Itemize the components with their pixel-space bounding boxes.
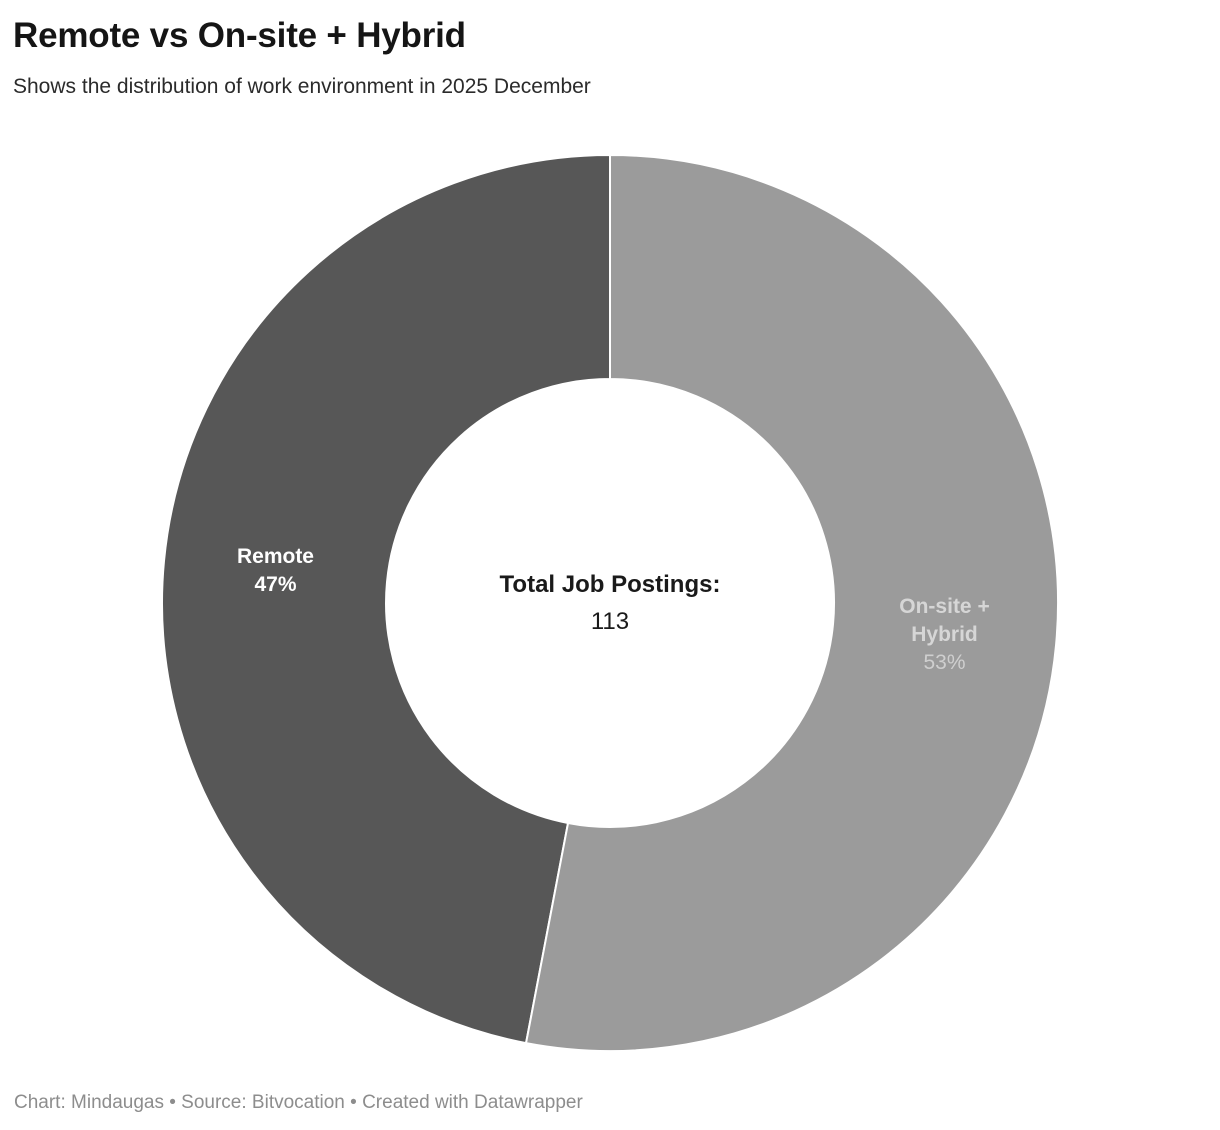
chart-footer: Chart: Mindaugas • Source: Bitvocation •… xyxy=(14,1092,583,1113)
chart-title: Remote vs On-site + Hybrid xyxy=(13,16,466,55)
donut-segment-remote[interactable] xyxy=(161,154,611,1045)
chart-header: Remote vs On-site + Hybrid Shows the dis… xyxy=(13,14,1200,100)
chart-subtitle: Shows the distribution of work environme… xyxy=(13,74,591,98)
donut-segment-on-site-hybrid[interactable] xyxy=(525,154,1060,1052)
